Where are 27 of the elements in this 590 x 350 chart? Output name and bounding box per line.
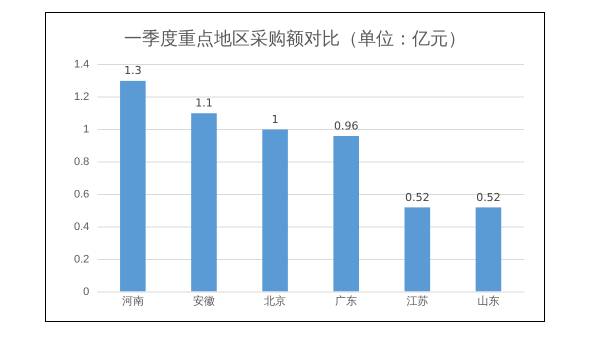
y-tick-label: 1 <box>83 124 90 136</box>
data-label: 0.52 <box>405 190 430 204</box>
y-tick-label: 0 <box>83 286 90 298</box>
y-tick-label: 0.2 <box>74 253 90 266</box>
bar <box>333 136 360 292</box>
bar <box>262 130 288 292</box>
x-tick-label: 安徽 <box>192 294 215 308</box>
data-label: 0.96 <box>334 119 358 132</box>
y-tick-label: 1.4 <box>74 58 90 71</box>
data-label: 1 <box>272 112 279 126</box>
x-tick-label: 江苏 <box>406 294 428 308</box>
x-tick-label: 山东 <box>477 294 500 308</box>
data-label: 0.52 <box>476 190 501 204</box>
bar <box>404 207 430 292</box>
bar <box>120 80 146 292</box>
x-tick-label: 北京 <box>264 294 286 308</box>
data-label: 1.1 <box>195 96 213 110</box>
y-tick-label: 0.8 <box>74 156 90 168</box>
y-tick-label: 0.4 <box>74 220 90 233</box>
bar <box>191 113 217 292</box>
bar <box>476 207 502 292</box>
y-tick-label: 1.2 <box>74 91 90 104</box>
chart-title: 一季度重点地区采购额对比（单位：亿元） <box>124 28 466 50</box>
data-label: 1.3 <box>124 64 142 78</box>
x-tick-label: 广东 <box>335 294 358 308</box>
x-tick-label: 河南 <box>122 294 144 308</box>
y-tick-label: 0.6 <box>74 188 90 200</box>
